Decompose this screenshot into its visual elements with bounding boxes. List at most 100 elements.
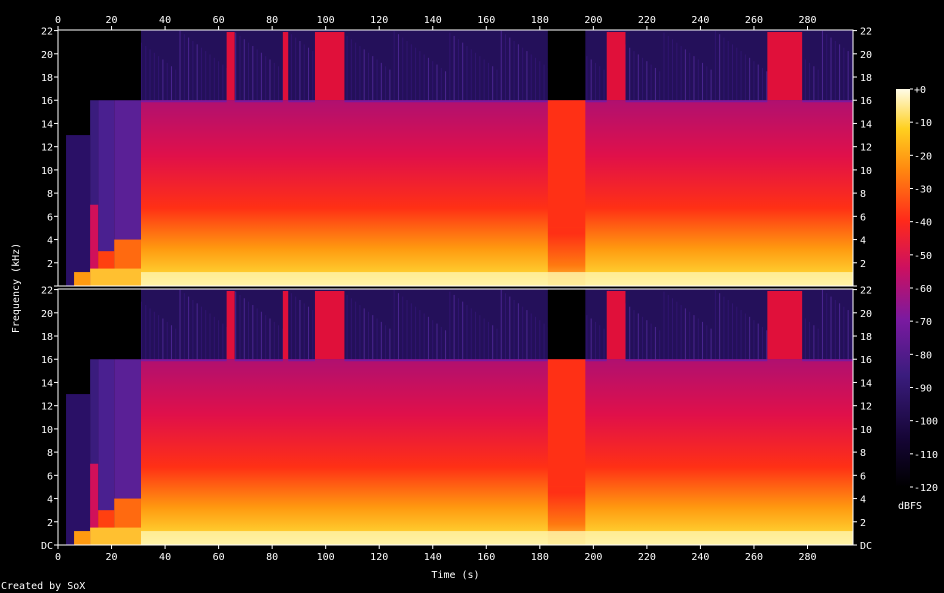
upper-band-streak [629,47,631,101]
y-tick-label: 22 [860,286,872,297]
upper-band-streak [851,313,853,360]
upper-band-streak [723,37,725,101]
y-tick-label: 20 [41,309,53,320]
upper-band-streak [427,316,429,360]
upper-band-streak [183,293,185,360]
upper-band-streak [513,299,515,360]
upper-band-streak [710,69,712,101]
upper-band-streak [149,308,151,360]
upper-band-streak [149,49,151,101]
y-tick-label: 22 [41,27,53,38]
upper-band-streak [243,298,245,360]
upper-band-streak [817,328,819,360]
upper-band-streak [183,34,185,101]
upper-band-streak [273,62,275,101]
upper-band-streak [359,305,361,360]
upper-band-streak [436,64,438,101]
upper-band-streak [603,328,605,360]
full-band-burst [226,291,235,360]
y-tick-label: 12 [860,143,872,154]
upper-band-streak [385,66,387,101]
upper-band-streak [278,66,280,101]
upper-band-streak [526,310,528,360]
colorbar-tick-label: -80 [914,350,932,361]
y-tick-label: 4 [47,236,53,247]
upper-band-streak [205,51,207,101]
upper-band-streak [432,61,434,101]
upper-band-streak [479,315,481,360]
upper-band-streak [821,30,823,101]
upper-band-streak [385,325,387,360]
intro-band [90,100,99,287]
x-tick-label: 120 [370,15,388,26]
x-tick-label: 0 [55,15,61,26]
x-tick-label: 160 [477,15,495,26]
y-tick-label: 4 [860,495,866,506]
x-tick-label: 200 [584,15,602,26]
y-tick-label: 18 [41,332,53,343]
y-tick-label: 12 [41,143,53,154]
upper-band-streak [158,315,160,360]
upper-band-streak [684,308,686,360]
x-tick-label: 180 [531,15,549,26]
burst-body [226,100,235,287]
upper-band-streak [445,71,447,101]
upper-band-streak [205,310,207,360]
upper-band-streak [252,305,254,360]
upper-band-streak [843,306,845,360]
upper-band-streak [256,49,258,101]
upper-band-streak [282,328,284,360]
quiet-upper [547,30,586,101]
y-tick-label: 20 [41,50,53,61]
upper-band-streak [530,313,532,360]
upper-band-streak [462,42,464,101]
upper-band-streak [380,321,382,360]
x-tick-label: 140 [424,15,442,26]
x-tick-label: 220 [638,15,656,26]
upper-band-streak [539,61,541,101]
upper-band-streak [697,59,699,101]
y-tick-label: 2 [860,518,866,529]
upper-band-streak [847,51,849,101]
upper-band-streak [312,51,314,101]
upper-band-streak [697,318,699,360]
upper-band-streak [646,320,648,360]
upper-band-streak [260,311,262,360]
y-tick-label: 6 [47,471,53,482]
upper-band-streak [209,313,211,360]
upper-band-streak [162,59,164,101]
burst-body [314,359,345,545]
main-band [140,100,853,287]
x-tick-label: 80 [266,15,278,26]
upper-band-streak [744,54,746,101]
upper-band-streak [355,42,357,101]
upper-band-streak [594,62,596,101]
bass-strip [140,272,853,286]
upper-band-streak [492,325,494,360]
upper-band-streak [761,67,763,101]
y-tick-label: 12 [41,402,53,413]
upper-band-streak [363,49,365,101]
upper-band-streak [367,52,369,101]
upper-band-streak [727,299,729,360]
x-tick-label: 60 [213,15,225,26]
burst-body [606,359,626,545]
upper-band-streak [676,42,678,101]
colorbar-tick-label: -120 [914,483,938,494]
upper-band-streak [826,34,828,101]
cutoff-edge [140,359,853,362]
colorbar-tick-label: -10 [914,118,932,129]
spectrogram-channel-2 [58,289,853,545]
upper-band-streak [535,57,536,101]
colorbar-tick-label: +0 [914,85,926,96]
upper-band-streak [295,37,297,101]
x-tick-label: 260 [745,15,763,26]
upper-band-streak [650,323,652,360]
full-band-burst [767,32,803,101]
y-tick-label: 10 [860,166,872,177]
upper-band-streak [826,293,828,360]
x-tick-label: 220 [638,552,656,563]
upper-band-streak [804,59,806,101]
upper-band-streak [415,306,417,360]
upper-band-streak [642,316,644,360]
